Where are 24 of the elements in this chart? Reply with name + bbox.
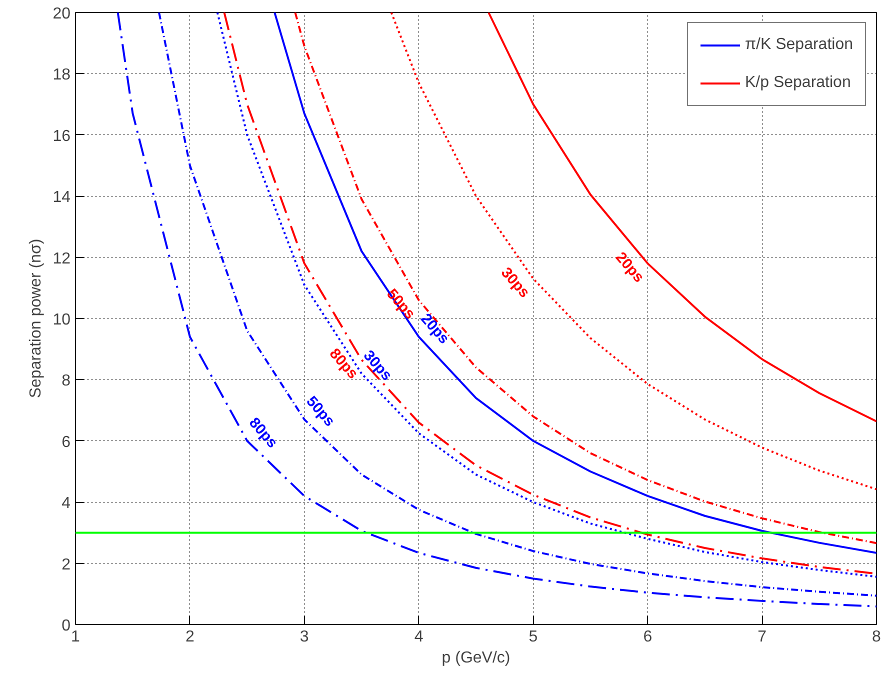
y-tick-label: 18: [52, 66, 71, 84]
legend-label: π/K Separation: [745, 36, 853, 54]
x-tick-label: 8: [872, 628, 882, 646]
legend-label: K/p Separation: [745, 74, 851, 92]
y-tick-label: 8: [62, 372, 71, 390]
y-tick-label: 20: [52, 6, 71, 22]
y-tick-label: 4: [62, 495, 71, 512]
y-axis-title: Separation power (nσ): [28, 238, 45, 398]
x-axis-title: p (GeV/c): [442, 650, 510, 666]
y-tick-label: 2: [62, 556, 71, 574]
y-tick-label: 6: [62, 434, 71, 451]
x-tick-label: 3: [300, 628, 309, 646]
x-tick-label: 1: [71, 628, 80, 646]
line-series: [488, 12, 876, 422]
x-tick-label: 6: [643, 628, 652, 646]
y-tick-label: 16: [52, 128, 71, 145]
x-tick-label: 7: [758, 628, 767, 646]
y-tick-label: 0: [62, 618, 71, 634]
x-tick-label: 5: [528, 628, 538, 646]
x-tick-label: 2: [185, 628, 194, 646]
y-tick-label: 10: [52, 312, 71, 328]
y-tick-label: 12: [52, 250, 71, 268]
y-tick-label: 14: [52, 189, 71, 206]
x-tick-label: 4: [414, 628, 424, 646]
